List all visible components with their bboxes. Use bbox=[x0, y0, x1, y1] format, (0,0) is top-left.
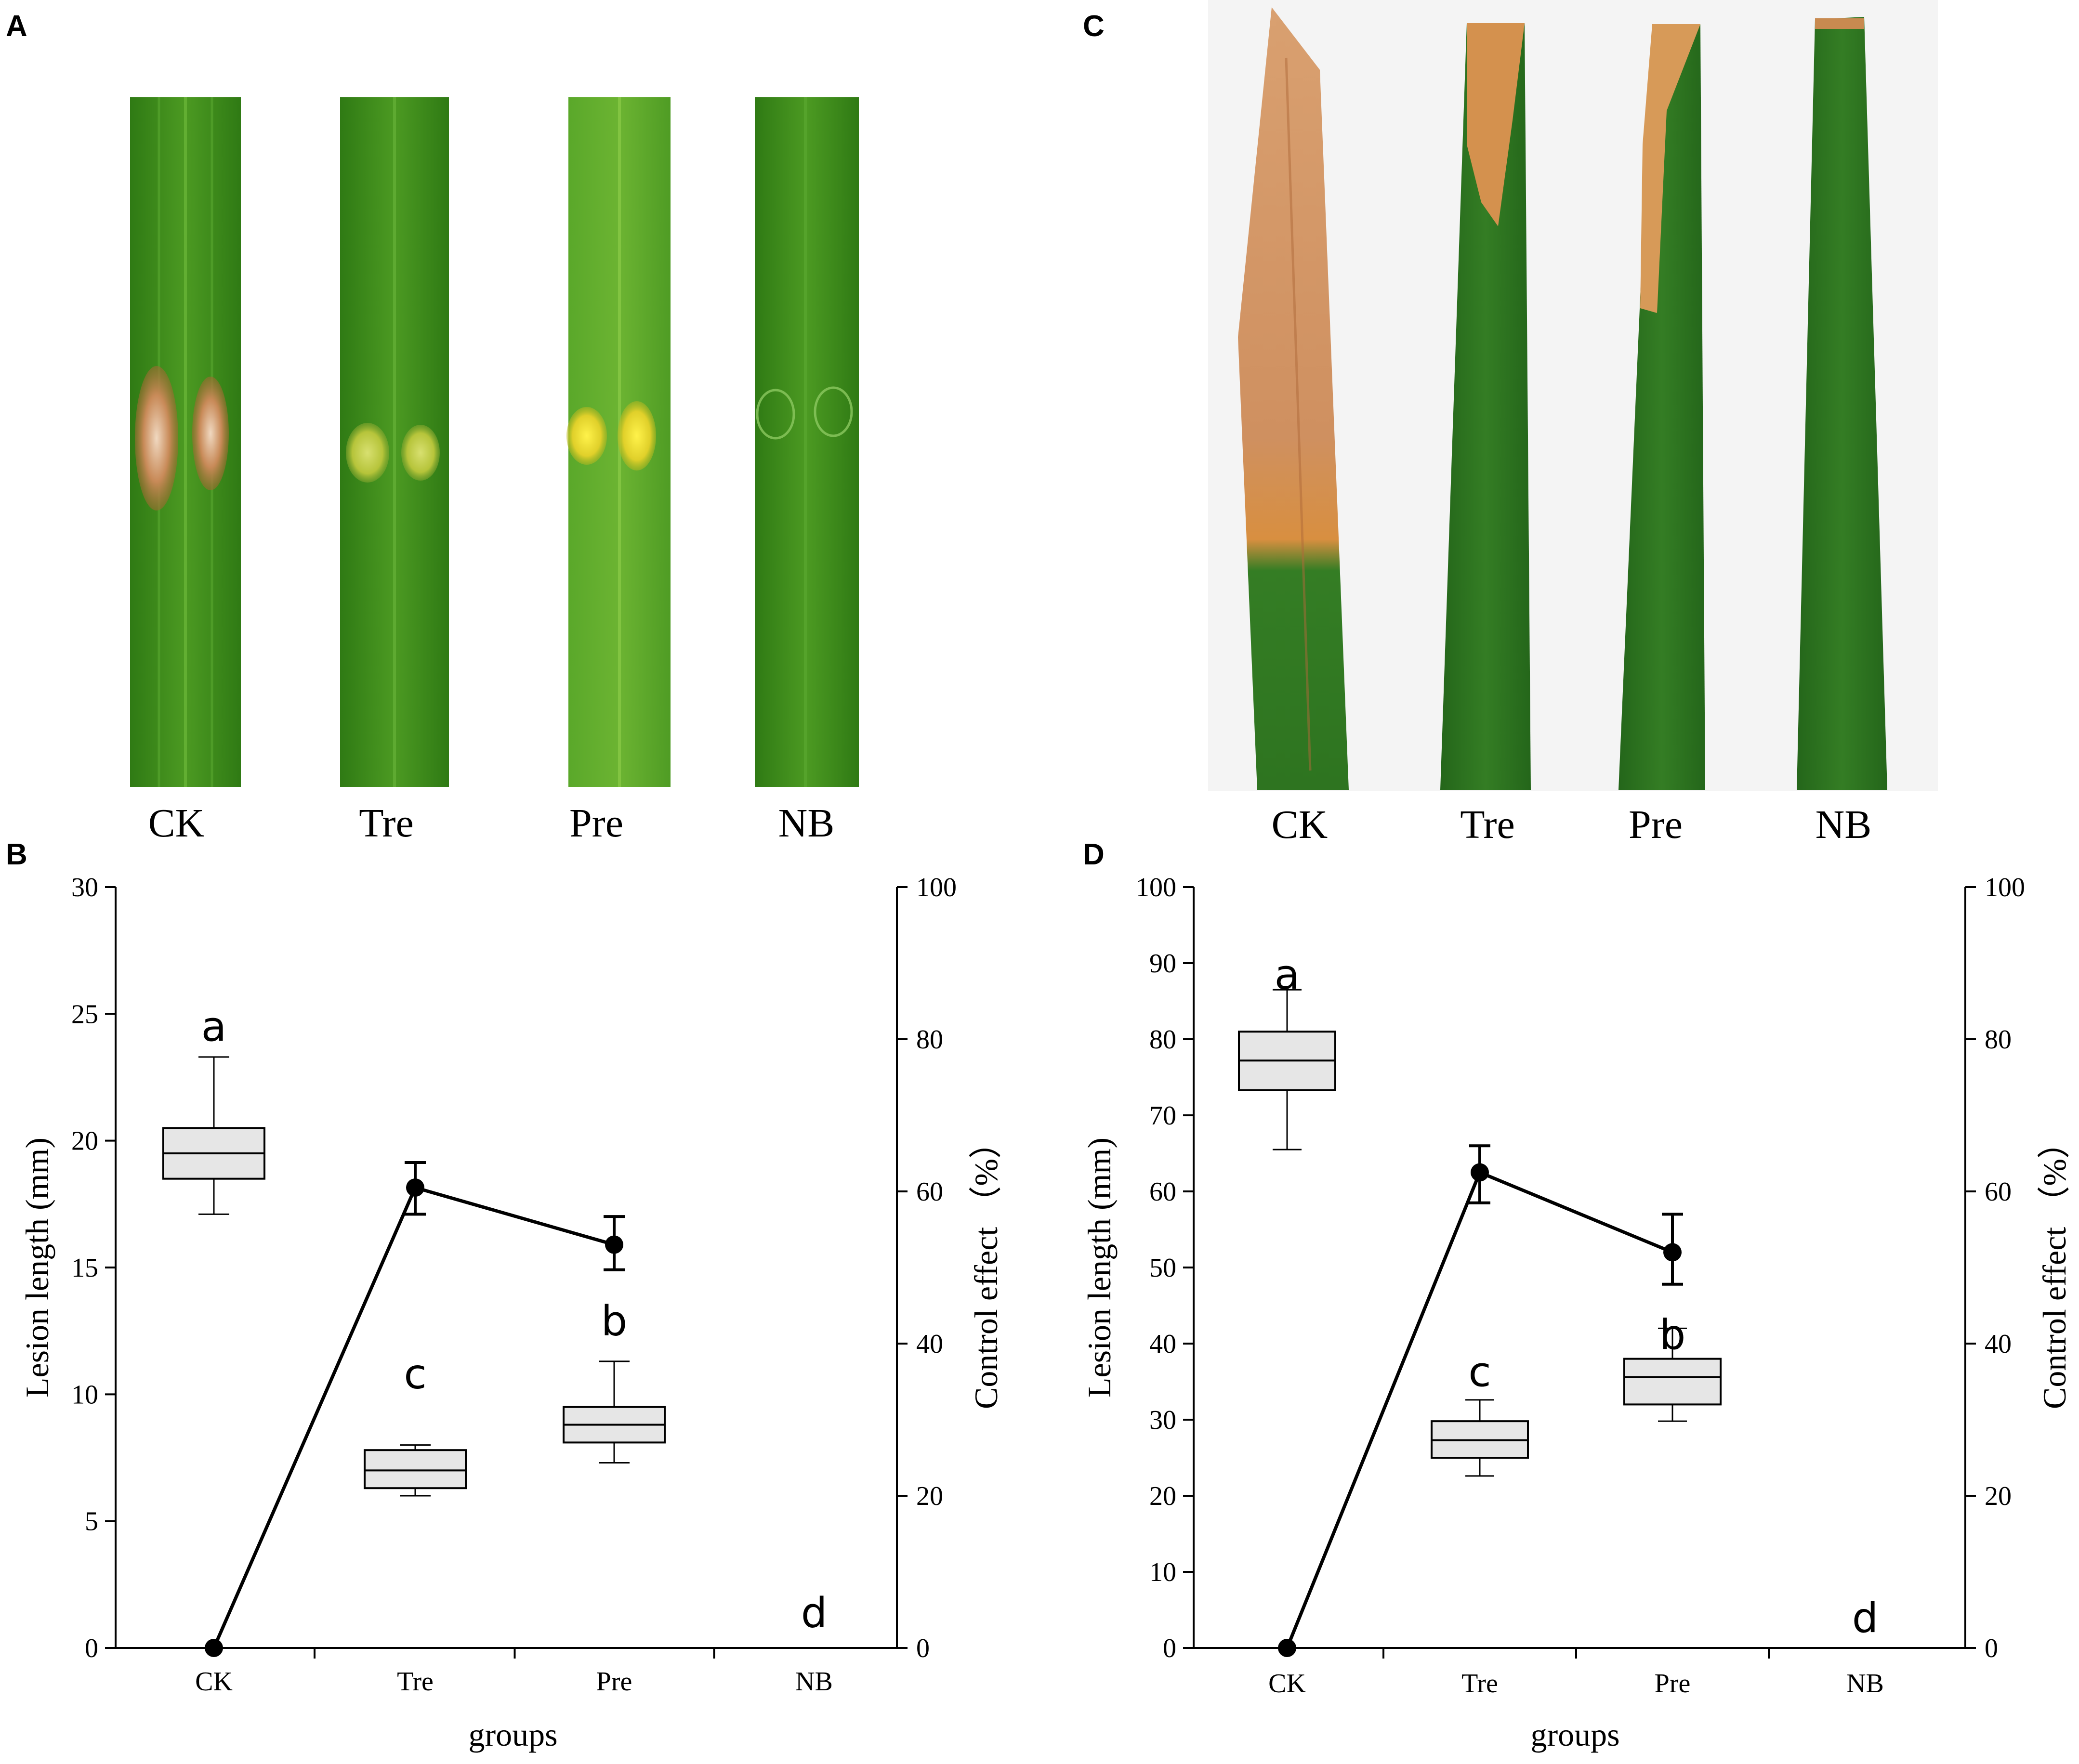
panel-letter-b: B bbox=[6, 838, 27, 871]
chart-b-control-effect-tre-point bbox=[406, 1178, 424, 1197]
chart-d: groups Lesion length (mm) Control effect… bbox=[1081, 873, 2073, 1753]
chart-b-y2tick-label-1: 20 bbox=[916, 1481, 943, 1511]
chart-b-xtick-label-tre: Tre bbox=[397, 1667, 434, 1697]
chart-d-ytick-label-5: 50 bbox=[1149, 1253, 1176, 1283]
chart-b-sig-tre: c bbox=[404, 1350, 426, 1398]
chart-d-xtick-label-ck: CK bbox=[1268, 1669, 1306, 1699]
panel-a-labels: CK Tre Pre NB bbox=[148, 801, 835, 846]
photo-label-nb: NB bbox=[778, 801, 835, 846]
chart-d-ytick-label-9: 90 bbox=[1149, 949, 1176, 979]
chart-d-sig-pre: b bbox=[1659, 1311, 1686, 1359]
chart-b-xtick-label-pre: Pre bbox=[596, 1667, 632, 1697]
chart-d-sig-ck: a bbox=[1275, 951, 1300, 999]
chart-d-control-effect-pre-point bbox=[1663, 1243, 1682, 1262]
chart-d-ytick-label-7: 70 bbox=[1149, 1101, 1176, 1131]
chart-b-y2tick-label-3: 60 bbox=[916, 1177, 943, 1207]
chart-d-xtick-label-tre: Tre bbox=[1461, 1669, 1498, 1699]
chart-b-y2tick-label-4: 80 bbox=[916, 1025, 943, 1055]
chart-d-box-ck bbox=[1238, 989, 1336, 1150]
chart-d-ylabel: Lesion length (mm) bbox=[1081, 1137, 1118, 1398]
chart-d-xtick-label-nb: NB bbox=[1846, 1669, 1884, 1699]
chart-d-y2label: Control effect （%） bbox=[2036, 1126, 2073, 1409]
chart-b-box-pre bbox=[563, 1360, 666, 1464]
chart-d-sig-nb: d bbox=[1852, 1594, 1879, 1642]
chart-d-ytick-label-4: 40 bbox=[1149, 1329, 1176, 1359]
chart-d-y2tick-label-2: 40 bbox=[1985, 1329, 2012, 1359]
chart-b-box-tre bbox=[364, 1444, 467, 1497]
chart-d-box-pre bbox=[1623, 1327, 1722, 1422]
chart-b-y2tick-label-0: 0 bbox=[916, 1633, 930, 1663]
chart-b-control-effect-pre-point bbox=[605, 1235, 623, 1254]
chart-b-xtick-label-ck: CK bbox=[195, 1667, 233, 1697]
photo-label-pre: Pre bbox=[569, 801, 623, 846]
leaf-photo-tre bbox=[340, 97, 449, 787]
chart-b-y2tick-label-2: 40 bbox=[916, 1329, 943, 1359]
chart-b-ytick-label-5: 25 bbox=[71, 999, 98, 1029]
panel-letter-c: C bbox=[1083, 10, 1105, 43]
chart-b-ylabel: Lesion length (mm) bbox=[19, 1137, 55, 1398]
leaf-photo-pre bbox=[566, 97, 671, 787]
chart-d-box-tre bbox=[1431, 1399, 1529, 1477]
chart-b-xtick-label-nb: NB bbox=[795, 1667, 833, 1697]
chart-b: groups Lesion length (mm) Control effect… bbox=[19, 873, 1004, 1753]
leaf-photo-pre-c bbox=[1618, 24, 1705, 790]
chart-d-y2tick-label-5: 100 bbox=[1985, 873, 2025, 902]
chart-d-xtick-label-pre: Pre bbox=[1655, 1669, 1691, 1699]
photo-label-tre: Tre bbox=[359, 801, 414, 846]
chart-b-box-ck bbox=[162, 1056, 265, 1215]
chart-d-ytick-label-1: 10 bbox=[1149, 1557, 1176, 1587]
chart-d-ytick-label-6: 60 bbox=[1149, 1177, 1176, 1207]
chart-d-control-effect-tre-point bbox=[1471, 1163, 1489, 1182]
chart-b-sig-pre: b bbox=[601, 1297, 628, 1346]
chart-d-ytick-label-10: 100 bbox=[1136, 873, 1176, 902]
chart-b-y2label: Control effect （%） bbox=[968, 1126, 1004, 1409]
photo-label-tre-c: Tre bbox=[1460, 802, 1515, 847]
chart-d-y2tick-label-4: 80 bbox=[1985, 1025, 2012, 1055]
chart-d-ytick-label-3: 30 bbox=[1149, 1405, 1176, 1435]
panel-a-photos bbox=[130, 97, 859, 787]
chart-d-ytick-label-8: 80 bbox=[1149, 1025, 1176, 1055]
chart-d-ytick-label-2: 20 bbox=[1149, 1481, 1176, 1511]
photo-label-nb-c: NB bbox=[1816, 802, 1872, 847]
chart-d-sig-tre: c bbox=[1468, 1348, 1491, 1396]
panel-letter-a: A bbox=[6, 10, 27, 43]
chart-b-ytick-label-6: 30 bbox=[71, 873, 98, 902]
chart-b-ytick-label-4: 20 bbox=[71, 1126, 98, 1156]
chart-b-box-tre-iqr bbox=[364, 1449, 467, 1490]
panel-c-labels: CK Tre Pre NB bbox=[1272, 802, 1872, 847]
chart-d-box-pre-iqr bbox=[1623, 1358, 1722, 1406]
chart-d-ytick-label-0: 0 bbox=[1163, 1633, 1176, 1663]
chart-b-ytick-label-3: 15 bbox=[71, 1253, 98, 1283]
chart-d-xlabel: groups bbox=[1530, 1716, 1619, 1753]
chart-d-control-effect-ck-point bbox=[1278, 1639, 1296, 1657]
photo-label-pre-c: Pre bbox=[1629, 802, 1683, 847]
panel-c-photos bbox=[1208, 0, 1938, 791]
photo-label-ck: CK bbox=[148, 801, 205, 846]
chart-b-y2tick-label-5: 100 bbox=[916, 873, 957, 902]
chart-b-control-effect-ck-point bbox=[205, 1639, 223, 1657]
chart-b-sig-nb: d bbox=[801, 1589, 828, 1637]
leaf-photo-tre-c bbox=[1440, 23, 1531, 790]
photo-label-ck-c: CK bbox=[1272, 802, 1328, 847]
chart-b-xlabel: groups bbox=[468, 1716, 557, 1753]
leaf-photo-nb-c bbox=[1797, 17, 1887, 790]
chart-b-ytick-label-0: 0 bbox=[85, 1633, 98, 1663]
chart-b-control-effect-line bbox=[212, 1185, 615, 1649]
chart-d-y2tick-label-1: 20 bbox=[1985, 1481, 2012, 1511]
panel-letter-d: D bbox=[1083, 838, 1105, 871]
leaf-photo-nb bbox=[755, 97, 859, 787]
chart-b-ytick-label-2: 10 bbox=[71, 1380, 98, 1410]
chart-d-y2tick-label-3: 60 bbox=[1985, 1177, 2012, 1207]
chart-b-ytick-label-1: 5 bbox=[85, 1507, 98, 1537]
chart-b-sig-ck: a bbox=[201, 1003, 227, 1051]
chart-d-y2tick-label-0: 0 bbox=[1985, 1633, 1998, 1663]
leaf-photo-ck-c bbox=[1238, 7, 1349, 790]
leaf-photo-ck bbox=[130, 97, 241, 787]
